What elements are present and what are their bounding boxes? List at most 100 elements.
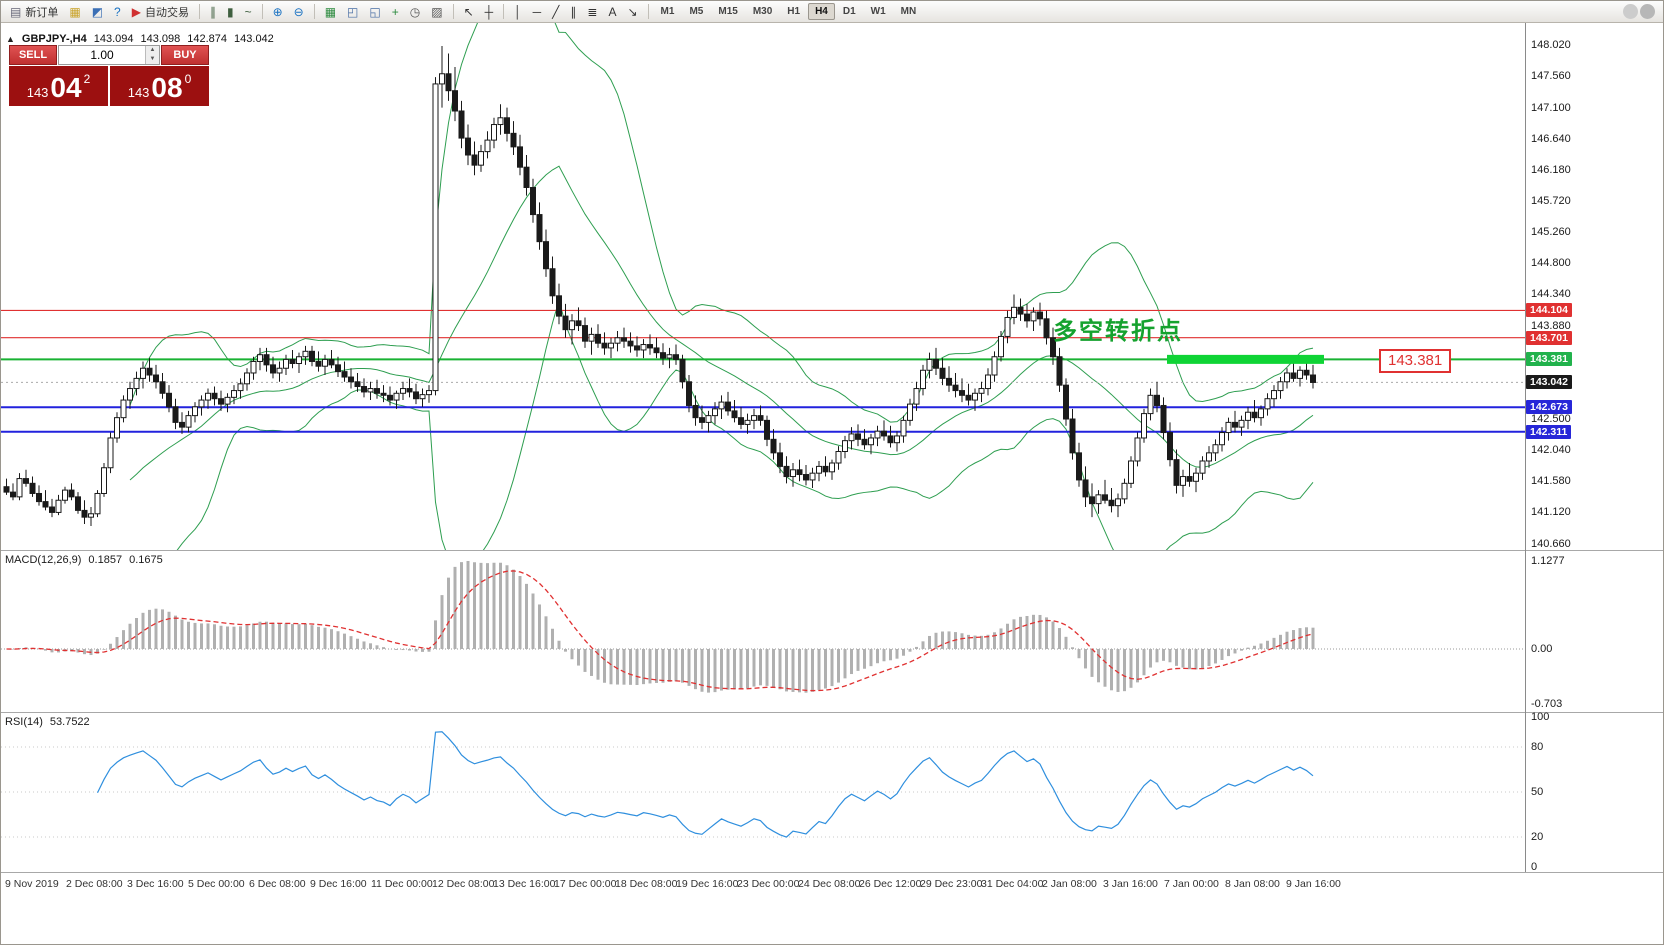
arrange-windows-icon[interactable]: ◰	[342, 3, 363, 21]
arrows-icon[interactable]: ↘	[622, 3, 642, 21]
rsi-panel-canvas[interactable]	[1, 712, 1525, 872]
bar-chart-icon[interactable]: ∥	[205, 3, 221, 21]
zoom-out-icon[interactable]: ⊖	[289, 3, 309, 21]
price-axis-border	[1525, 23, 1526, 872]
timeframe-button-w1[interactable]: W1	[870, 6, 886, 17]
text-icon[interactable]: A	[603, 3, 621, 21]
candlestick-chart-icon[interactable]: ▮	[222, 3, 239, 21]
toolbar-separator	[313, 4, 315, 19]
rsi-panel-resize-handle[interactable]	[1, 712, 1663, 713]
timeframe-button-m15[interactable]: M15	[718, 6, 738, 17]
symbol-period-label: GBPJPY-,H4	[21, 33, 87, 45]
cursor-icon-glyph: ↖	[463, 4, 474, 19]
tile-windows-icon[interactable]: ▦	[320, 3, 341, 21]
macd-main-value: 0.1857	[88, 554, 123, 566]
volume-decrease-button[interactable]: ▼	[146, 55, 159, 64]
charts-icon[interactable]: ▦	[64, 3, 85, 21]
new-order-button-label: 新订单	[25, 6, 59, 19]
time-axis-label: 11 Dec 00:00	[371, 878, 433, 890]
timeframe-button-m1[interactable]: M1	[660, 6, 675, 17]
zoom-in-icon[interactable]: ⊕	[268, 3, 288, 21]
price-axis-label: 145.260	[1531, 226, 1571, 239]
timeframe-button-h1[interactable]: H1	[787, 6, 801, 17]
bar-chart-icon-glyph: ∥	[209, 4, 216, 19]
rsi-name: RSI(14)	[5, 716, 43, 728]
volume-increase-button[interactable]: ▲	[146, 46, 159, 55]
autotrading-button[interactable]: ▶ 自动交易	[127, 1, 194, 23]
new-chart-button[interactable]: +	[387, 3, 404, 21]
cascade-windows-icon[interactable]: ◱	[364, 3, 385, 21]
macd-panel-canvas[interactable]	[1, 550, 1525, 712]
fibonacci-icon[interactable]: ≣	[582, 3, 602, 21]
timeframe-button-m30[interactable]: M30	[752, 6, 773, 17]
macd-axis-label: -0.703	[1531, 697, 1563, 710]
toolbar-separator	[261, 4, 263, 19]
templates-icon-glyph: ▨	[431, 4, 443, 19]
vertical-line-icon[interactable]: │	[509, 3, 527, 21]
sell-price-big: 04	[50, 72, 82, 104]
buy-price-big: 08	[151, 72, 183, 104]
timeframe-button-d1[interactable]: D1	[842, 6, 856, 17]
time-axis-label: 6 Dec 08:00	[249, 878, 306, 890]
zoom-in-icon-glyph: ⊕	[272, 4, 283, 19]
time-axis-label: 7 Jan 00:00	[1164, 878, 1219, 890]
rsi-axis-label: 100	[1531, 711, 1550, 723]
chart-text-annotation[interactable]: 多空转折点	[1053, 318, 1183, 345]
price-axis-label: 146.640	[1531, 132, 1571, 145]
buy-button[interactable]: BUY	[161, 45, 209, 65]
new-order-button[interactable]: ▤ 新订单	[5, 1, 63, 23]
candlestick-chart-icon-glyph: ▮	[226, 4, 234, 19]
price-level-callout[interactable]: 143.381	[1379, 349, 1452, 373]
rsi-axis-label: 50	[1531, 786, 1544, 798]
price-tag: 144.104	[1526, 303, 1572, 318]
profiles-icon-glyph: ◩	[91, 4, 104, 19]
timeframe-button-mn[interactable]: MN	[900, 6, 917, 17]
charts-icon-glyph: ▦	[69, 4, 81, 19]
time-axis-label: 17 Dec 00:00	[554, 878, 617, 890]
buy-price-prefix: 143	[127, 84, 150, 100]
rsi-indicator-label: RSI(14) 53.7522	[5, 716, 90, 728]
buy-price-display[interactable]: 143 08 0	[110, 66, 209, 106]
horizontal-line-icon-glyph: ─	[532, 4, 542, 19]
periods-icon[interactable]: ◷	[405, 3, 425, 21]
time-axis-label: 5 Dec 00:00	[188, 878, 245, 890]
buy-price-sup: 0	[184, 72, 192, 86]
time-axis-label: 26 Dec 12:00	[859, 878, 922, 890]
price-tag: 142.673	[1526, 400, 1572, 415]
line-chart-icon-glyph: ~	[244, 4, 252, 19]
new-order-icon: ▤	[10, 4, 22, 19]
price-axis-label: 142.500	[1531, 413, 1571, 425]
help-icon[interactable]: ?	[109, 3, 126, 21]
volume-input[interactable]	[59, 46, 145, 64]
help-icon-glyph: ?	[114, 4, 121, 19]
time-axis-label: 31 Dec 04:00	[981, 878, 1044, 890]
sell-button[interactable]: SELL	[9, 45, 57, 65]
trendline-icon[interactable]: ╱	[547, 3, 564, 21]
volume-field: ▲ ▼	[58, 45, 160, 65]
price-axis-label: 142.040	[1531, 444, 1571, 457]
cursor-icon[interactable]: ↖	[459, 3, 479, 21]
toolbar-separator	[503, 4, 505, 19]
line-chart-icon[interactable]: ~	[240, 3, 257, 21]
timeframe-button-m5[interactable]: M5	[689, 6, 704, 17]
macd-indicator-label: MACD(12,26,9) 0.1857 0.1675	[5, 554, 163, 566]
arrows-icon-glyph: ↘	[627, 4, 638, 19]
tile-windows-icon-glyph: ▦	[324, 4, 337, 19]
profiles-icon[interactable]: ◩	[87, 3, 108, 21]
time-axis-label: 29 Dec 23:00	[920, 878, 983, 890]
macd-panel-resize-handle[interactable]	[1, 550, 1663, 551]
crosshair-icon[interactable]: ┼	[480, 3, 499, 21]
toolbar-separator	[452, 4, 454, 19]
price-axis-label: 144.340	[1531, 288, 1571, 301]
channel-icon[interactable]: ∥	[565, 3, 581, 21]
main-toolbar: ▤ 新订单 ▦ ◩? ▶ 自动交易 ∥ ▮ ~ ⊕ ⊖ ▦ ◰ ◱ + ◷ ▨ ↖ ┼ │ ─ ╱ ∥ ≣ A ↘ M1 M5 M15 M…	[1, 1, 1663, 23]
timeframe-button-h4[interactable]: H4	[808, 3, 835, 20]
symbol-ohlc-info: ▲ GBPJPY-,H4 143.094 143.098 142.874 143…	[6, 33, 274, 45]
templates-icon[interactable]: ▨	[426, 3, 447, 21]
main-chart-canvas[interactable]	[1, 23, 1525, 550]
channel-icon-glyph: ∥	[570, 4, 577, 19]
time-axis-label: 9 Nov 2019	[5, 878, 59, 890]
one-click-collapse-toggle[interactable]: ▲	[6, 34, 15, 44]
horizontal-line-icon[interactable]: ─	[528, 3, 547, 21]
sell-price-display[interactable]: 143 04 2	[9, 66, 108, 106]
